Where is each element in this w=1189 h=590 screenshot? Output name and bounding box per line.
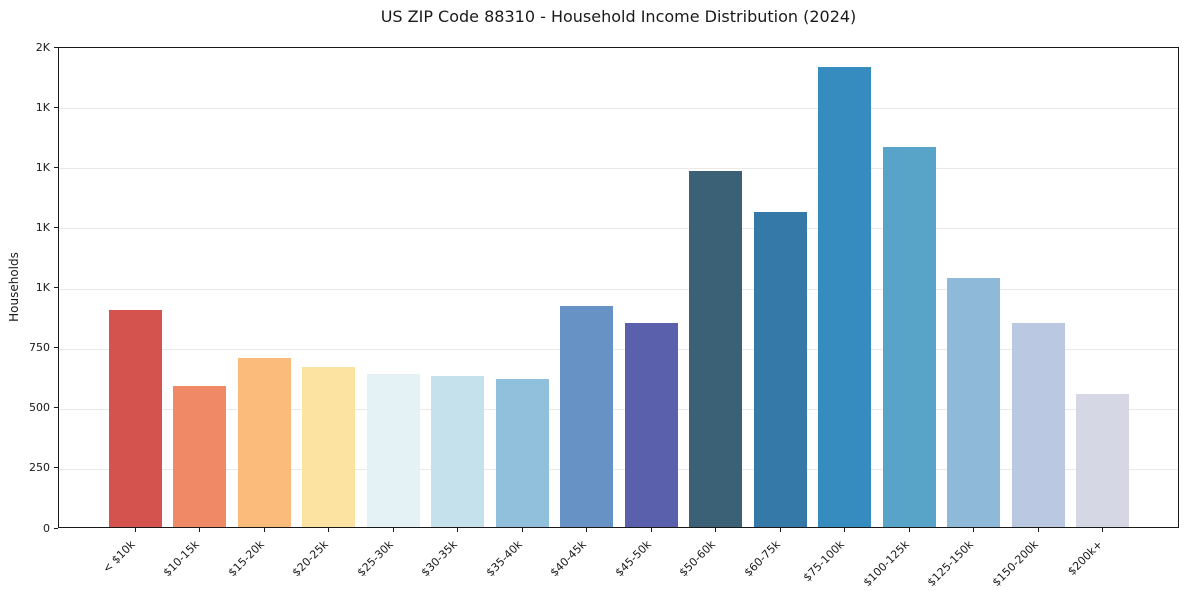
y-tick-label: 2K	[35, 41, 50, 54]
x-tick-mark	[1038, 528, 1039, 532]
x-tick-label: < $10k	[100, 537, 138, 576]
bar-$125-150k	[947, 278, 1000, 527]
bar-$40-45k	[560, 306, 613, 527]
y-tick-label: 1K	[35, 281, 50, 294]
y-tick-mark	[54, 467, 58, 468]
x-tick-label: $150-200k	[989, 537, 1041, 590]
x-tick-label: $30-35k	[418, 537, 461, 580]
y-tick-label: 1K	[35, 221, 50, 234]
x-tick-label: $75-100k	[800, 537, 848, 585]
gridline	[59, 349, 1178, 350]
gridline	[59, 168, 1178, 169]
y-tick-mark	[54, 167, 58, 168]
x-tick-mark	[457, 528, 458, 532]
bar-$10-15k	[173, 386, 226, 527]
bar-$150-200k	[1012, 323, 1065, 527]
x-tick-mark	[909, 528, 910, 532]
x-tick-mark	[973, 528, 974, 532]
x-tick-mark	[1102, 528, 1103, 532]
x-tick-label: $45-50k	[612, 537, 654, 580]
gridline	[59, 228, 1178, 229]
plot-area	[58, 47, 1179, 528]
x-tick-label: $60-75k	[741, 537, 783, 580]
gridline	[59, 409, 1178, 410]
chart-title: US ZIP Code 88310 - Household Income Dis…	[380, 7, 857, 26]
x-tick-label: $100-125k	[860, 537, 912, 590]
bar-$100-125k	[883, 147, 936, 527]
bar-< $10k	[109, 310, 162, 527]
y-tick-label: 1K	[35, 161, 50, 174]
x-tick-mark	[264, 528, 265, 532]
x-tick-mark	[328, 528, 329, 532]
x-tick-label: $15-20k	[225, 537, 267, 580]
y-tick-label: 1K	[35, 101, 50, 114]
x-tick-label: $40-45k	[547, 537, 590, 580]
y-tick-label: 0	[43, 522, 50, 535]
x-tick-mark	[780, 528, 781, 532]
x-tick-label: $10-15k	[160, 537, 203, 580]
y-tick-mark	[54, 347, 58, 348]
x-tick-label: $200k+	[1065, 537, 1106, 578]
x-tick-mark	[199, 528, 200, 532]
x-tick-label: $125-150k	[924, 537, 977, 590]
y-tick-mark	[54, 287, 58, 288]
bar-$75-100k	[818, 67, 871, 527]
bar-$15-20k	[238, 358, 291, 527]
y-tick-mark	[54, 47, 58, 48]
bar-$30-35k	[431, 376, 484, 527]
x-tick-mark	[522, 528, 523, 532]
bar-$35-40k	[496, 379, 549, 527]
gridline	[59, 469, 1178, 470]
y-tick-label: 500	[29, 401, 50, 414]
x-tick-mark	[651, 528, 652, 532]
x-tick-mark	[715, 528, 716, 532]
x-tick-mark	[586, 528, 587, 532]
bar-$45-50k	[625, 323, 678, 527]
gridline	[59, 108, 1178, 109]
y-tick-mark	[54, 528, 58, 529]
x-tick-label: $50-60k	[676, 537, 719, 580]
x-tick-label: $35-40k	[483, 537, 525, 580]
gridline	[59, 289, 1178, 290]
y-tick-mark	[54, 407, 58, 408]
bar-$50-60k	[689, 171, 742, 527]
x-tick-mark	[393, 528, 394, 532]
x-tick-label: $25-30k	[354, 537, 396, 580]
y-tick-label: 250	[29, 461, 50, 474]
x-tick-mark	[135, 528, 136, 532]
x-tick-mark	[844, 528, 845, 532]
y-tick-mark	[54, 227, 58, 228]
y-tick-mark	[54, 107, 58, 108]
y-tick-label: 750	[29, 341, 50, 354]
x-tick-label: $20-25k	[289, 537, 332, 580]
bar-$20-25k	[302, 367, 355, 527]
bar-$60-75k	[754, 212, 807, 527]
bar-$200k+	[1076, 394, 1129, 527]
bar-$25-30k	[367, 374, 420, 527]
